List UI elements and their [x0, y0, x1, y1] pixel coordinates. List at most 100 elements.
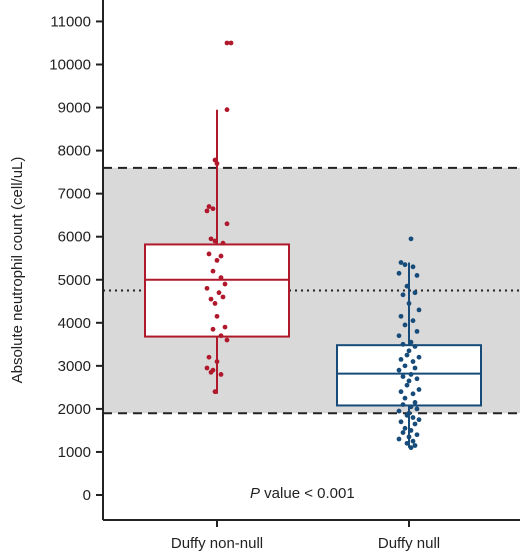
data-point-duffy-non-null: [206, 251, 212, 257]
p-value-italic: P: [250, 485, 260, 502]
data-point-duffy-null: [410, 318, 416, 324]
data-point-duffy-null: [402, 262, 408, 268]
data-point-duffy-null: [400, 402, 406, 407]
y-tick-label: 1000: [58, 444, 91, 461]
data-point-duffy-null: [396, 408, 402, 414]
y-tick-label: 0: [83, 487, 91, 504]
data-point-duffy-non-null: [212, 301, 218, 306]
data-point-duffy-non-null: [228, 40, 234, 46]
data-point-duffy-non-null: [204, 365, 210, 371]
data-point-duffy-null: [406, 301, 412, 306]
data-point-duffy-null: [414, 273, 420, 278]
data-point-duffy-non-null: [210, 268, 216, 274]
p-value-annotation: P value < 0.001: [250, 485, 355, 502]
data-point-duffy-null: [404, 352, 410, 358]
y-tick-label: 6000: [58, 229, 91, 246]
data-point-duffy-null: [412, 290, 418, 296]
data-point-duffy-null: [416, 417, 422, 423]
y-tick-label: 2000: [58, 401, 91, 418]
data-point-duffy-null: [408, 339, 414, 345]
data-point-duffy-null: [406, 378, 412, 384]
data-point-duffy-null: [400, 292, 406, 298]
p-value-text: value < 0.001: [260, 485, 355, 502]
data-point-duffy-non-null: [220, 240, 226, 246]
y-tick-label: 8000: [58, 143, 91, 160]
data-point-duffy-non-null: [212, 238, 218, 244]
data-point-duffy-non-null: [224, 337, 230, 343]
data-point-duffy-null: [402, 425, 408, 431]
data-point-duffy-null: [412, 344, 418, 349]
data-point-duffy-non-null: [210, 326, 216, 332]
data-point-duffy-null: [400, 374, 406, 380]
y-axis-title: Absolute neutrophil count (cell/uL): [9, 157, 26, 384]
data-point-duffy-non-null: [214, 257, 220, 263]
data-point-duffy-non-null: [218, 275, 224, 280]
data-point-duffy-null: [410, 438, 416, 444]
data-point-duffy-null: [408, 428, 414, 433]
data-point-duffy-null: [416, 387, 422, 392]
y-tick-label: 3000: [58, 358, 91, 375]
data-point-duffy-null: [398, 419, 404, 425]
y-tick-label: 4000: [58, 315, 91, 332]
data-point-duffy-non-null: [224, 221, 230, 227]
data-point-duffy-null: [402, 395, 408, 401]
y-tick-label: 10000: [49, 57, 91, 74]
data-point-duffy-null: [396, 367, 402, 373]
data-point-duffy-non-null: [208, 236, 214, 242]
data-point-duffy-non-null: [216, 290, 222, 296]
data-point-duffy-null: [412, 365, 418, 371]
data-point-duffy-non-null: [218, 253, 224, 259]
data-point-duffy-null: [414, 406, 420, 412]
data-point-duffy-non-null: [214, 359, 220, 364]
data-point-duffy-null: [410, 359, 416, 364]
data-point-duffy-null: [416, 307, 422, 313]
data-point-duffy-null: [412, 400, 418, 405]
data-point-duffy-non-null: [204, 208, 210, 214]
data-point-duffy-non-null: [222, 281, 228, 287]
data-point-duffy-non-null: [214, 313, 220, 319]
data-point-duffy-non-null: [220, 294, 226, 300]
data-point-duffy-null: [410, 415, 416, 420]
data-point-duffy-null: [416, 354, 422, 360]
data-point-duffy-null: [406, 434, 412, 440]
data-point-duffy-null: [414, 329, 420, 334]
data-point-duffy-non-null: [206, 354, 212, 360]
data-point-duffy-null: [408, 372, 414, 377]
data-point-duffy-non-null: [210, 206, 216, 212]
data-point-duffy-null: [406, 348, 412, 354]
data-point-duffy-null: [400, 430, 406, 435]
data-point-duffy-null: [396, 333, 402, 339]
data-point-duffy-non-null: [222, 324, 228, 330]
data-point-duffy-non-null: [212, 389, 218, 395]
y-tick-label: 5000: [58, 272, 91, 289]
data-point-duffy-null: [410, 391, 416, 397]
data-point-duffy-non-null: [214, 161, 220, 166]
data-point-duffy-non-null: [204, 285, 210, 291]
data-point-duffy-null: [412, 421, 418, 427]
data-point-duffy-null: [402, 322, 408, 328]
data-point-duffy-null: [396, 436, 402, 442]
data-point-duffy-null: [414, 376, 420, 382]
data-point-duffy-null: [404, 382, 410, 388]
data-point-duffy-non-null: [218, 333, 224, 339]
y-tick-label: 9000: [58, 100, 91, 117]
y-tick-label: 7000: [58, 186, 91, 203]
data-point-duffy-null: [396, 270, 402, 276]
data-point-duffy-null: [408, 404, 414, 410]
data-point-duffy-null: [402, 363, 408, 369]
data-point-duffy-non-null: [224, 40, 230, 46]
data-point-duffy-non-null: [208, 369, 214, 375]
y-tick-label: 11000: [50, 13, 91, 30]
data-point-duffy-null: [410, 264, 416, 270]
data-point-duffy-non-null: [224, 107, 230, 113]
data-point-duffy-null: [408, 236, 414, 242]
data-point-duffy-null: [400, 341, 406, 347]
data-point-duffy-null: [404, 412, 410, 418]
data-point-duffy-null: [398, 260, 404, 265]
data-point-duffy-null: [408, 445, 414, 451]
data-point-duffy-null: [398, 389, 404, 395]
data-point-duffy-null: [412, 443, 418, 448]
data-point-duffy-null: [404, 283, 410, 289]
data-point-duffy-non-null: [208, 296, 214, 302]
